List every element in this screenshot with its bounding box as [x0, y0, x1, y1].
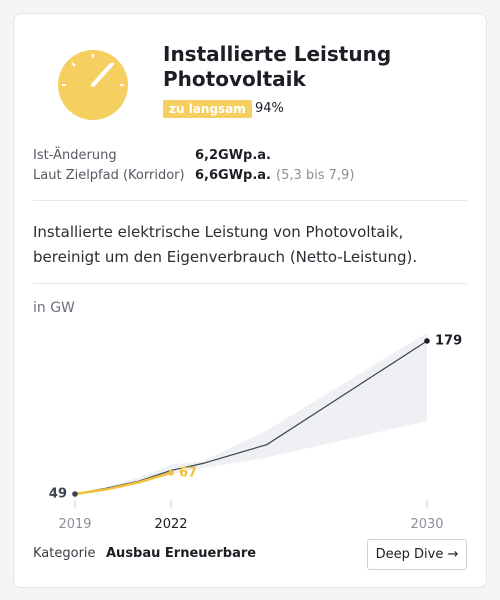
gauge-icon	[58, 50, 128, 120]
title: Installierte Leistung Photovoltaik	[163, 42, 392, 91]
stat-label: Ist-Änderung	[33, 148, 117, 163]
stat-value: 6,6GWp.a.	[195, 168, 271, 183]
line	[74, 471, 172, 496]
stat-value: 6,2GWp.a.	[195, 148, 271, 163]
data-label: 49	[49, 487, 67, 502]
data-label: 67	[179, 465, 197, 480]
stat-range: (5,3 bis 7,9)	[276, 168, 355, 183]
divider	[33, 200, 467, 201]
data-label: 179	[435, 333, 462, 348]
description: Installierte elektrische Leistung von Ph…	[33, 223, 418, 266]
unit-label: in GW	[33, 300, 75, 316]
point	[424, 338, 430, 344]
chart: 2019 2022 2030 49 67 179	[49, 332, 462, 530]
category: Ausbau Erneuerbare	[106, 546, 257, 561]
x-tick-label: 2030	[410, 517, 443, 530]
x-tick-label: 2019	[58, 517, 91, 530]
point	[72, 491, 78, 497]
corridor	[75, 332, 427, 495]
status-badge: zu langsam	[163, 100, 252, 118]
deep-dive-button[interactable]: Deep Dive →	[367, 539, 467, 570]
point	[168, 470, 174, 476]
x-tick-label: 2022	[154, 517, 187, 530]
stat-label: Laut Zielpfad (Korridor)	[33, 168, 185, 183]
gauge-needle	[91, 63, 113, 87]
footer-label: Kategorie	[33, 546, 96, 561]
percent: 94%	[255, 101, 284, 116]
divider	[33, 283, 467, 284]
